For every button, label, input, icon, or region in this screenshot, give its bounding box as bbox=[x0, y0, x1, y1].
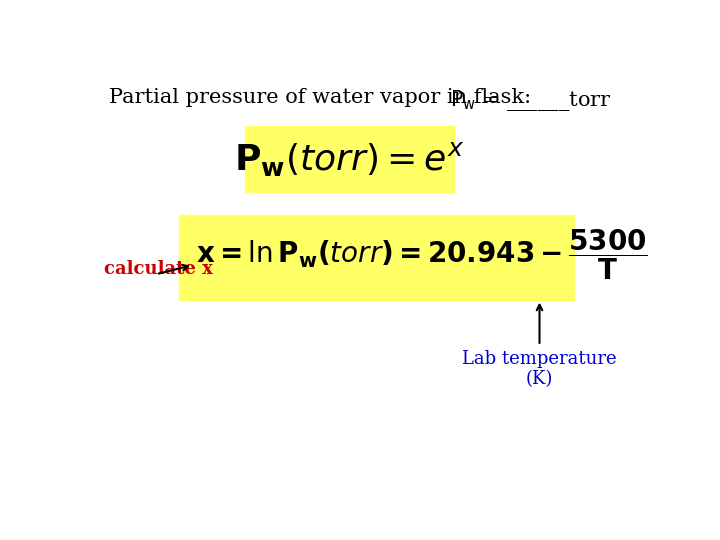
Text: calculate x: calculate x bbox=[104, 260, 213, 278]
Text: $\mathbf{P_w}(\mathit{torr}) = e^x$: $\mathbf{P_w}(\mathit{torr}) = e^x$ bbox=[234, 140, 465, 178]
Text: $\mathbf{x = \ln P_w}$$\mathbf{(\mathit{torr}) = 20.943 - \dfrac{5300}{T}}$: $\mathbf{x = \ln P_w}$$\mathbf{(\mathit{… bbox=[196, 227, 648, 281]
FancyBboxPatch shape bbox=[179, 215, 575, 300]
Text: $\mathrm{P_w}$ = ______torr: $\mathrm{P_w}$ = ______torr bbox=[451, 88, 612, 113]
Text: Partial pressure of water vapor in flask:: Partial pressure of water vapor in flask… bbox=[109, 88, 531, 107]
Text: Lab temperature
(K): Lab temperature (K) bbox=[462, 350, 617, 388]
FancyBboxPatch shape bbox=[245, 126, 454, 192]
